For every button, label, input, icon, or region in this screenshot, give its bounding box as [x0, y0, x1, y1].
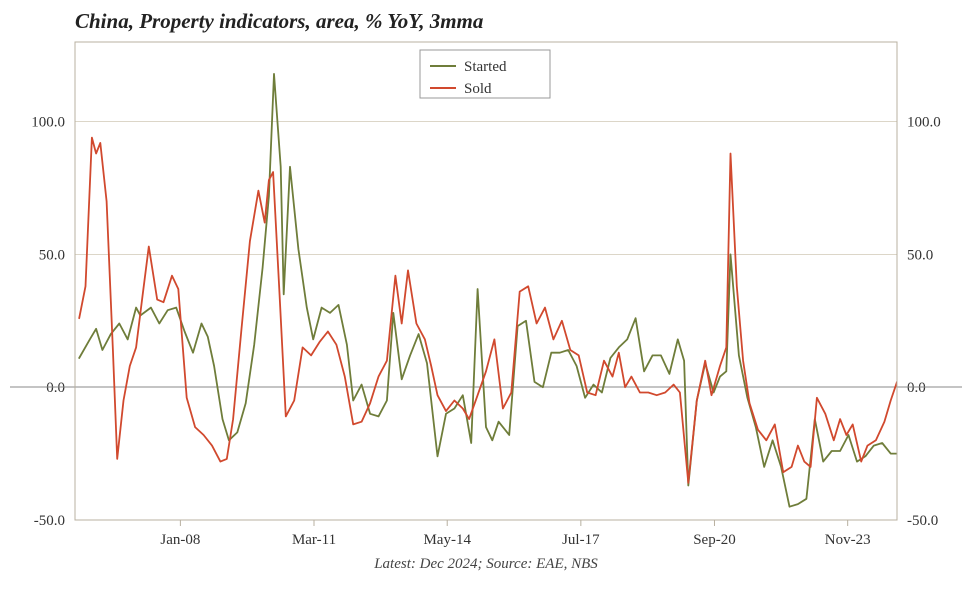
y-tick-right: 50.0	[907, 247, 933, 263]
y-tick-right: 0.0	[907, 380, 926, 396]
chart-container: China, Property indicators, area, % YoY,…	[0, 0, 972, 589]
legend-label: Sold	[464, 81, 492, 97]
x-tick-label: May-14	[423, 532, 471, 548]
x-tick-label: Sep-20	[693, 532, 736, 548]
y-tick-left: 50.0	[39, 247, 65, 263]
chart-title: China, Property indicators, area, % YoY,…	[75, 9, 483, 33]
x-tick-label: Jan-08	[160, 532, 200, 548]
y-tick-right: 100.0	[907, 115, 941, 131]
x-tick-label: Jul-17	[562, 532, 600, 548]
line-chart: China, Property indicators, area, % YoY,…	[0, 0, 972, 589]
x-tick-label: Mar-11	[292, 532, 336, 548]
y-tick-left: 100.0	[31, 115, 65, 131]
y-tick-right: -50.0	[907, 513, 938, 529]
legend-label: Started	[464, 59, 507, 75]
x-tick-label: Nov-23	[825, 532, 871, 548]
y-tick-left: 0.0	[46, 380, 65, 396]
y-tick-left: -50.0	[34, 513, 65, 529]
chart-subtitle: Latest: Dec 2024; Source: EAE, NBS	[373, 556, 598, 572]
